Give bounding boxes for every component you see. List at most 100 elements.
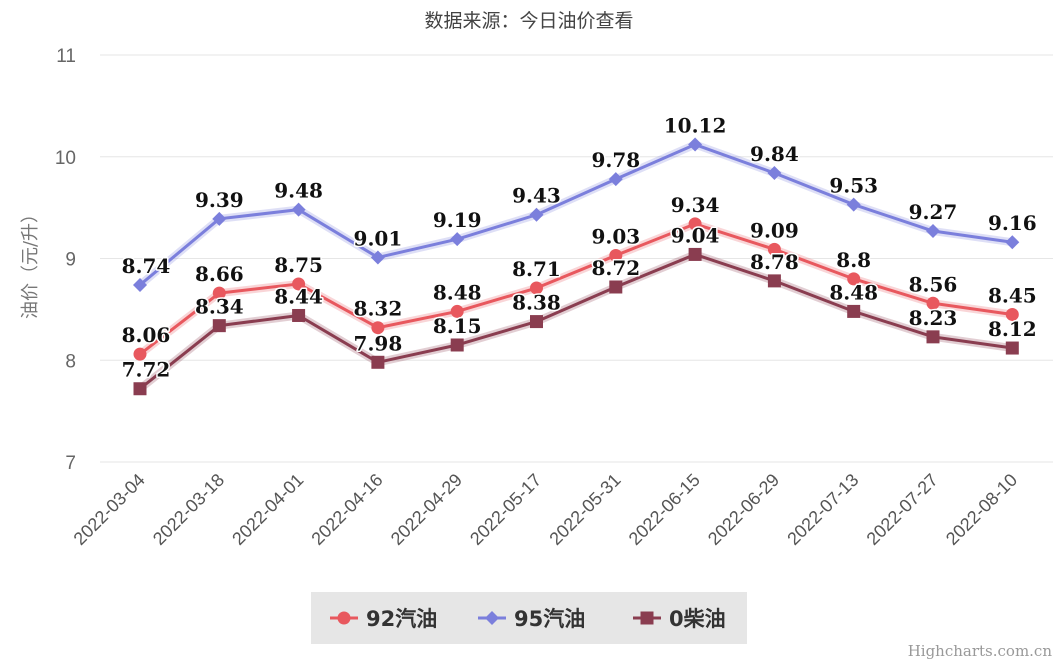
data-point[interactable] <box>450 304 464 318</box>
data-point[interactable] <box>767 242 781 256</box>
data-label: 8.66 <box>195 262 244 286</box>
x-tick-label: 2022-04-01 <box>228 470 307 549</box>
data-label: 8.74 <box>122 254 171 278</box>
data-label: 9.01 <box>354 226 403 250</box>
data-point[interactable] <box>133 347 147 361</box>
x-tick-label: 2022-03-04 <box>70 470 149 549</box>
y-tick-label: 8 <box>65 351 76 372</box>
data-point[interactable] <box>767 166 782 181</box>
data-point[interactable] <box>1005 235 1020 250</box>
series-line <box>139 222 1013 356</box>
series-line-halo <box>137 219 1013 358</box>
x-tick-label: 2022-07-13 <box>783 470 862 549</box>
x-tick-label: 2022-04-16 <box>307 470 386 549</box>
legend-item-2[interactable]: 0柴油 <box>633 607 726 631</box>
legend-item-0[interactable]: 92汽油 <box>330 607 437 631</box>
data-point[interactable] <box>212 286 226 300</box>
data-point[interactable] <box>133 382 147 396</box>
data-labels: 8.06 8.66 8.75 8.32 8.48 8.71 9.03 9.34 9.09 8.8 8… <box>120 112 1038 383</box>
data-label: 8.06 <box>122 323 171 347</box>
series-1 <box>133 137 1020 292</box>
data-label: 8.44 <box>274 284 323 308</box>
y-tick-label: 11 <box>56 46 76 67</box>
data-label: 8.8 <box>836 248 871 272</box>
data-point[interactable] <box>450 232 465 247</box>
y-tick-label: 7 <box>65 453 76 474</box>
legend: 92汽油 95汽油 0柴油 <box>311 592 747 644</box>
data-label: 9.16 <box>988 211 1037 235</box>
data-label: 8.71 <box>512 257 561 281</box>
data-point[interactable] <box>371 355 385 369</box>
data-point[interactable] <box>847 304 861 318</box>
y-tick-label: 10 <box>55 148 76 169</box>
data-label: 8.12 <box>988 317 1037 341</box>
chart-subtitle: 数据来源：今日油价查看 <box>424 10 633 32</box>
legend-item-1[interactable]: 95汽油 <box>478 607 585 631</box>
data-label: 8.23 <box>909 306 958 330</box>
data-point[interactable] <box>292 277 306 291</box>
data-label: 10.12 <box>664 114 727 138</box>
data-point[interactable] <box>609 248 623 262</box>
data-point[interactable] <box>926 296 940 310</box>
data-point[interactable] <box>688 247 702 261</box>
data-point[interactable] <box>926 224 940 239</box>
data-label: 8.56 <box>909 272 958 296</box>
data-label: 9.53 <box>829 174 878 198</box>
data-point[interactable] <box>609 280 623 294</box>
data-point[interactable] <box>450 338 464 352</box>
data-label: 8.72 <box>591 256 640 280</box>
x-tick-label: 2022-06-29 <box>704 470 783 549</box>
data-label: 9.43 <box>512 184 561 208</box>
data-label: 9.19 <box>433 208 482 232</box>
series-lines <box>133 137 1020 396</box>
y-axis-ticks: 7 8 9 10 11 <box>55 46 76 474</box>
data-point[interactable] <box>133 277 147 292</box>
x-tick-label: 2022-08-10 <box>942 470 1021 549</box>
legend-label: 0柴油 <box>669 607 726 631</box>
legend-label: 92汽油 <box>366 607 437 631</box>
data-point[interactable] <box>846 197 861 212</box>
data-point[interactable] <box>530 315 543 329</box>
data-point[interactable] <box>212 319 226 333</box>
x-tick-label: 2022-05-17 <box>466 470 545 549</box>
data-point[interactable] <box>1005 307 1019 321</box>
data-point[interactable] <box>530 281 543 295</box>
data-point[interactable] <box>688 217 702 231</box>
x-tick-label: 2022-07-27 <box>863 470 942 549</box>
credits-link[interactable]: Highcharts.com.cn <box>908 642 1053 659</box>
data-label: 9.09 <box>750 218 799 242</box>
data-point[interactable] <box>292 308 306 322</box>
data-label: 7.72 <box>122 358 171 382</box>
data-point[interactable] <box>371 321 385 335</box>
x-tick-label: 2022-03-18 <box>149 470 228 549</box>
series-0 <box>133 217 1019 361</box>
x-tick-label: 2022-04-29 <box>387 470 466 549</box>
legend-symbol <box>640 611 654 625</box>
data-label: 9.39 <box>195 188 244 212</box>
data-point[interactable] <box>767 274 781 288</box>
data-point[interactable] <box>291 202 306 217</box>
data-point[interactable] <box>688 137 703 152</box>
data-point[interactable] <box>1005 341 1019 355</box>
data-label: 8.78 <box>750 250 799 274</box>
series-line <box>139 143 1013 287</box>
data-label: 8.38 <box>512 291 561 315</box>
data-point[interactable] <box>847 272 861 286</box>
data-point[interactable] <box>212 211 227 226</box>
data-label: 8.45 <box>988 283 1037 307</box>
series-line <box>139 252 1013 390</box>
data-point[interactable] <box>926 330 940 344</box>
data-label: 9.78 <box>591 148 640 172</box>
data-point[interactable] <box>608 172 623 187</box>
legend-symbol <box>337 611 351 625</box>
x-tick-label: 2022-06-15 <box>625 470 704 549</box>
data-label: 9.34 <box>671 193 720 217</box>
data-label: 9.84 <box>750 142 799 166</box>
data-point[interactable] <box>529 207 544 222</box>
data-point[interactable] <box>370 250 385 265</box>
data-label: 8.75 <box>274 253 323 277</box>
y-axis-title: 油价（元/升） <box>20 205 41 319</box>
legend-background <box>311 592 747 644</box>
data-label: 8.34 <box>195 295 244 319</box>
